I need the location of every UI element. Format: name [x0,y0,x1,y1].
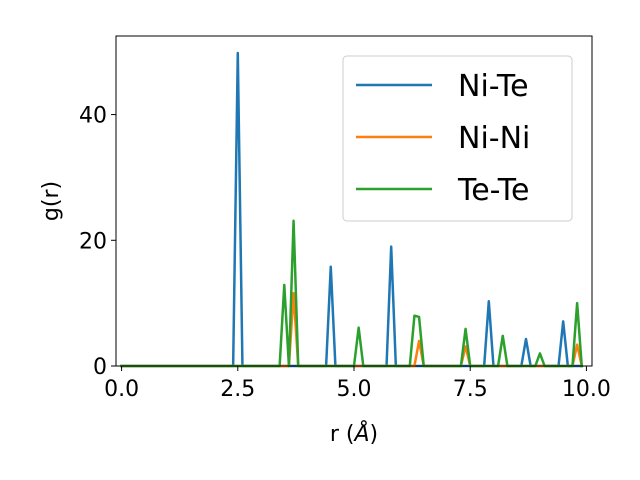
legend: Ni-Te Ni-Ni Te-Te [342,55,573,222]
legend-label-ni-ni: Ni-Ni [458,121,530,156]
y-tick-label: 40 [79,104,107,129]
x-tick-label: 10.0 [562,377,611,402]
x-tick-label: 5.0 [337,377,372,402]
y-axis-label: g(r) [39,181,64,221]
legend-label-ni-te: Ni-Te [458,69,529,104]
x-tick-label: 2.5 [220,377,255,402]
y-tick-label: 0 [93,355,107,380]
y-tick-label: 20 [79,229,107,254]
x-axis-label: r (Å) [330,420,378,447]
legend-label-te-te: Te-Te [457,173,529,208]
legend-box [342,55,573,222]
x-tick-label: 0.0 [104,377,139,402]
y-axis: 0 20 40 [79,104,116,380]
x-tick-label: 7.5 [453,377,488,402]
x-axis: 0.0 2.5 5.0 7.5 10.0 [104,366,611,402]
